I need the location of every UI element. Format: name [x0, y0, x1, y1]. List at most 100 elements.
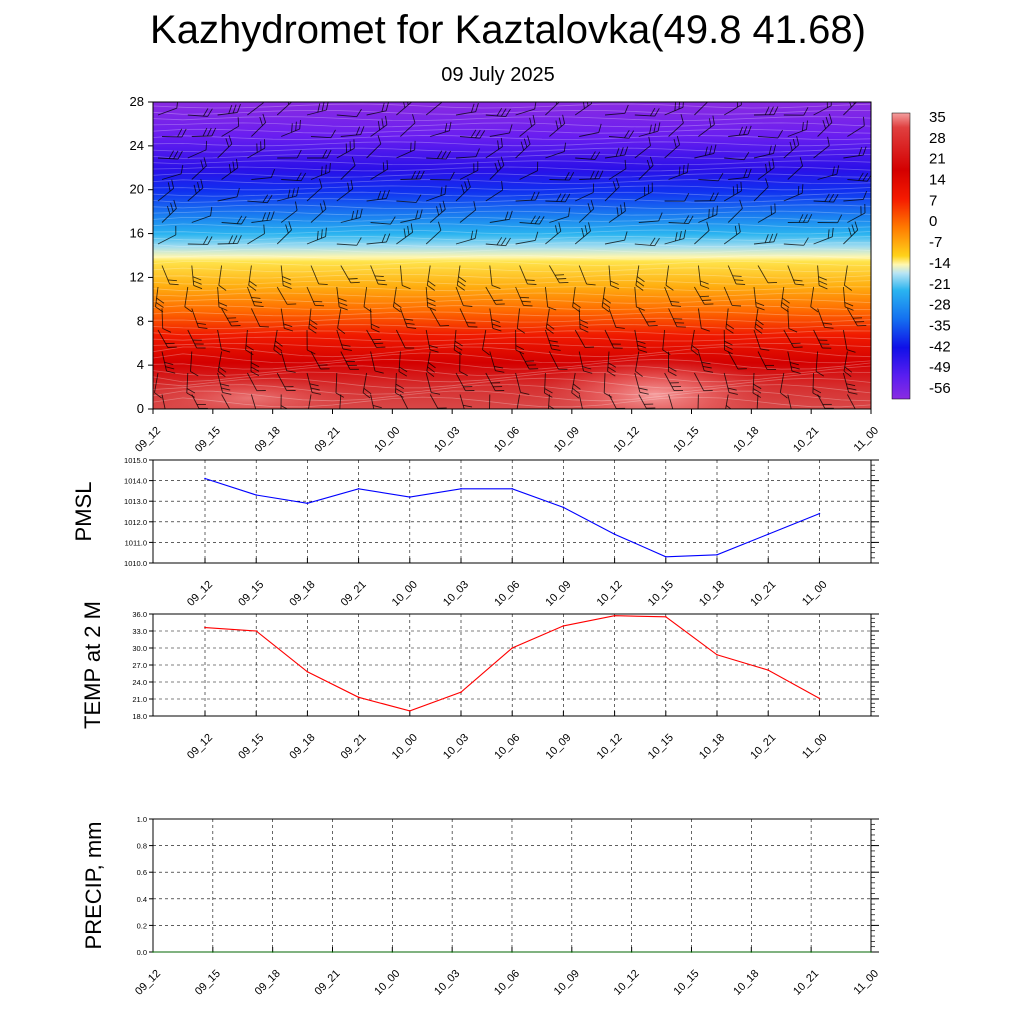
wind-barb: [756, 394, 759, 409]
wind-barb: [161, 164, 184, 180]
wind-barb: [697, 308, 710, 332]
heatmap-x-tick-label: 10_21: [791, 425, 821, 455]
x-tick-label: 09_18: [253, 968, 283, 998]
wind-barb: [250, 308, 269, 328]
heatmap-y-tick-label: 8: [137, 313, 144, 328]
colorbar-label: 28: [929, 130, 946, 147]
wind-barb: [429, 308, 450, 327]
wind-barb: [398, 351, 408, 377]
wind-barb: [727, 265, 746, 285]
wind-barb: [549, 265, 569, 284]
data-point: [331, 951, 334, 953]
wind-barb: [280, 351, 296, 373]
wind-barb: [276, 286, 297, 305]
isotherm-line: [153, 116, 871, 121]
y-tick-label: 0.2: [137, 921, 147, 930]
wind-barb: [847, 172, 871, 182]
x-tick-label: 10_09: [552, 968, 582, 998]
data-point: [562, 625, 565, 627]
wind-barb: [280, 265, 292, 290]
heatmap-x-tick-label: 09_18: [253, 425, 283, 455]
isotherm-line: [153, 242, 871, 248]
heatmap-y-tick-label: 20: [130, 182, 144, 197]
wind-barb: [842, 286, 854, 311]
precip-panel: 09_12 09_15 09_18 09_21 10_00 10_03 10_06 10_09…: [81, 815, 881, 998]
wind-barb: [366, 135, 382, 159]
wind-barb: [847, 308, 867, 327]
wind-barb: [221, 215, 247, 225]
wind-barb: [548, 351, 568, 370]
wind-barb: [668, 114, 684, 137]
x-tick-label: 10_21: [748, 579, 778, 609]
wind-barb: [604, 104, 629, 116]
wind-barb: [634, 329, 648, 353]
wind-barb: [459, 201, 477, 223]
wind-barb: [306, 227, 327, 245]
x-tick-label: 10_03: [441, 579, 471, 609]
x-tick-label: 10_21: [791, 968, 821, 998]
wind-barb: [544, 286, 557, 311]
wind-barb: [608, 202, 626, 223]
wind-barb: [516, 394, 521, 409]
wind-barb: [579, 170, 604, 180]
y-axis-label: PMSL: [71, 482, 96, 542]
data-point: [255, 630, 257, 632]
isotherm-line: [153, 292, 871, 298]
isotherm-line: [153, 324, 871, 329]
wind-barb: [336, 139, 355, 159]
chart-title: Kazhydromet for Kaztalovka(49.8 41.68): [150, 8, 866, 52]
isotherm-line: [153, 267, 871, 273]
wind-barb: [453, 329, 463, 356]
wind-barb: [251, 113, 267, 137]
wind-barb: [723, 223, 741, 245]
isotherm-line: [153, 286, 871, 292]
wind-barb: [664, 192, 690, 202]
wind-barb: [783, 184, 804, 202]
wind-barb: [161, 128, 187, 138]
wind-barb: [608, 308, 625, 329]
wind-barb: [276, 221, 292, 245]
wind-barb: [191, 394, 208, 409]
wind-barb: [664, 102, 684, 116]
wind-barb: [489, 124, 513, 137]
wind-barb: [787, 265, 805, 286]
x-tick-label: 10_18: [697, 579, 727, 609]
wind-barb: [339, 394, 342, 409]
x-tick-label: 10_09: [543, 579, 573, 609]
x-tick-label: 09_12: [185, 579, 215, 609]
wind-barb: [817, 113, 833, 137]
wind-barb: [694, 144, 717, 159]
wind-barb: [366, 189, 390, 202]
y-tick-label: 1.0: [137, 815, 147, 824]
x-tick-label: 09_12: [185, 732, 215, 762]
isotherm-line: [153, 396, 871, 408]
wind-barb: [638, 394, 656, 409]
x-tick-label: 10_12: [595, 579, 625, 609]
data-point: [511, 488, 513, 490]
wind-barb: [485, 137, 503, 159]
wind-barb: [638, 122, 661, 137]
colorbar-label: -28: [929, 297, 951, 314]
x-tick-label: 10_00: [390, 579, 420, 609]
wind-barb: [280, 201, 298, 223]
wind-barb: [694, 102, 709, 116]
wind-barb: [336, 179, 354, 202]
x-tick-label: 11_00: [800, 579, 830, 609]
wind-barb: [221, 158, 239, 180]
data-point: [690, 951, 693, 953]
heatmap-x-axis: 09_12 09_15 09_18 09_21 10_00 10_03 10_06 10_09…: [133, 409, 881, 455]
data-point: [212, 951, 214, 953]
wind-barb: [812, 372, 822, 398]
wind-barb: [698, 115, 715, 137]
wind-barb: [245, 329, 254, 356]
colorbar-label: -42: [929, 338, 951, 355]
isotherm-line: [153, 254, 871, 260]
heatmap-x-tick-label: 10_15: [672, 425, 702, 455]
wind-barb: [843, 351, 853, 377]
wind-barb: [340, 156, 356, 180]
isotherm-line: [153, 198, 871, 203]
wind-barb: [489, 156, 505, 180]
x-tick-label: 09_15: [236, 579, 266, 609]
wind-barb: [455, 148, 480, 159]
data-point: [357, 696, 360, 699]
